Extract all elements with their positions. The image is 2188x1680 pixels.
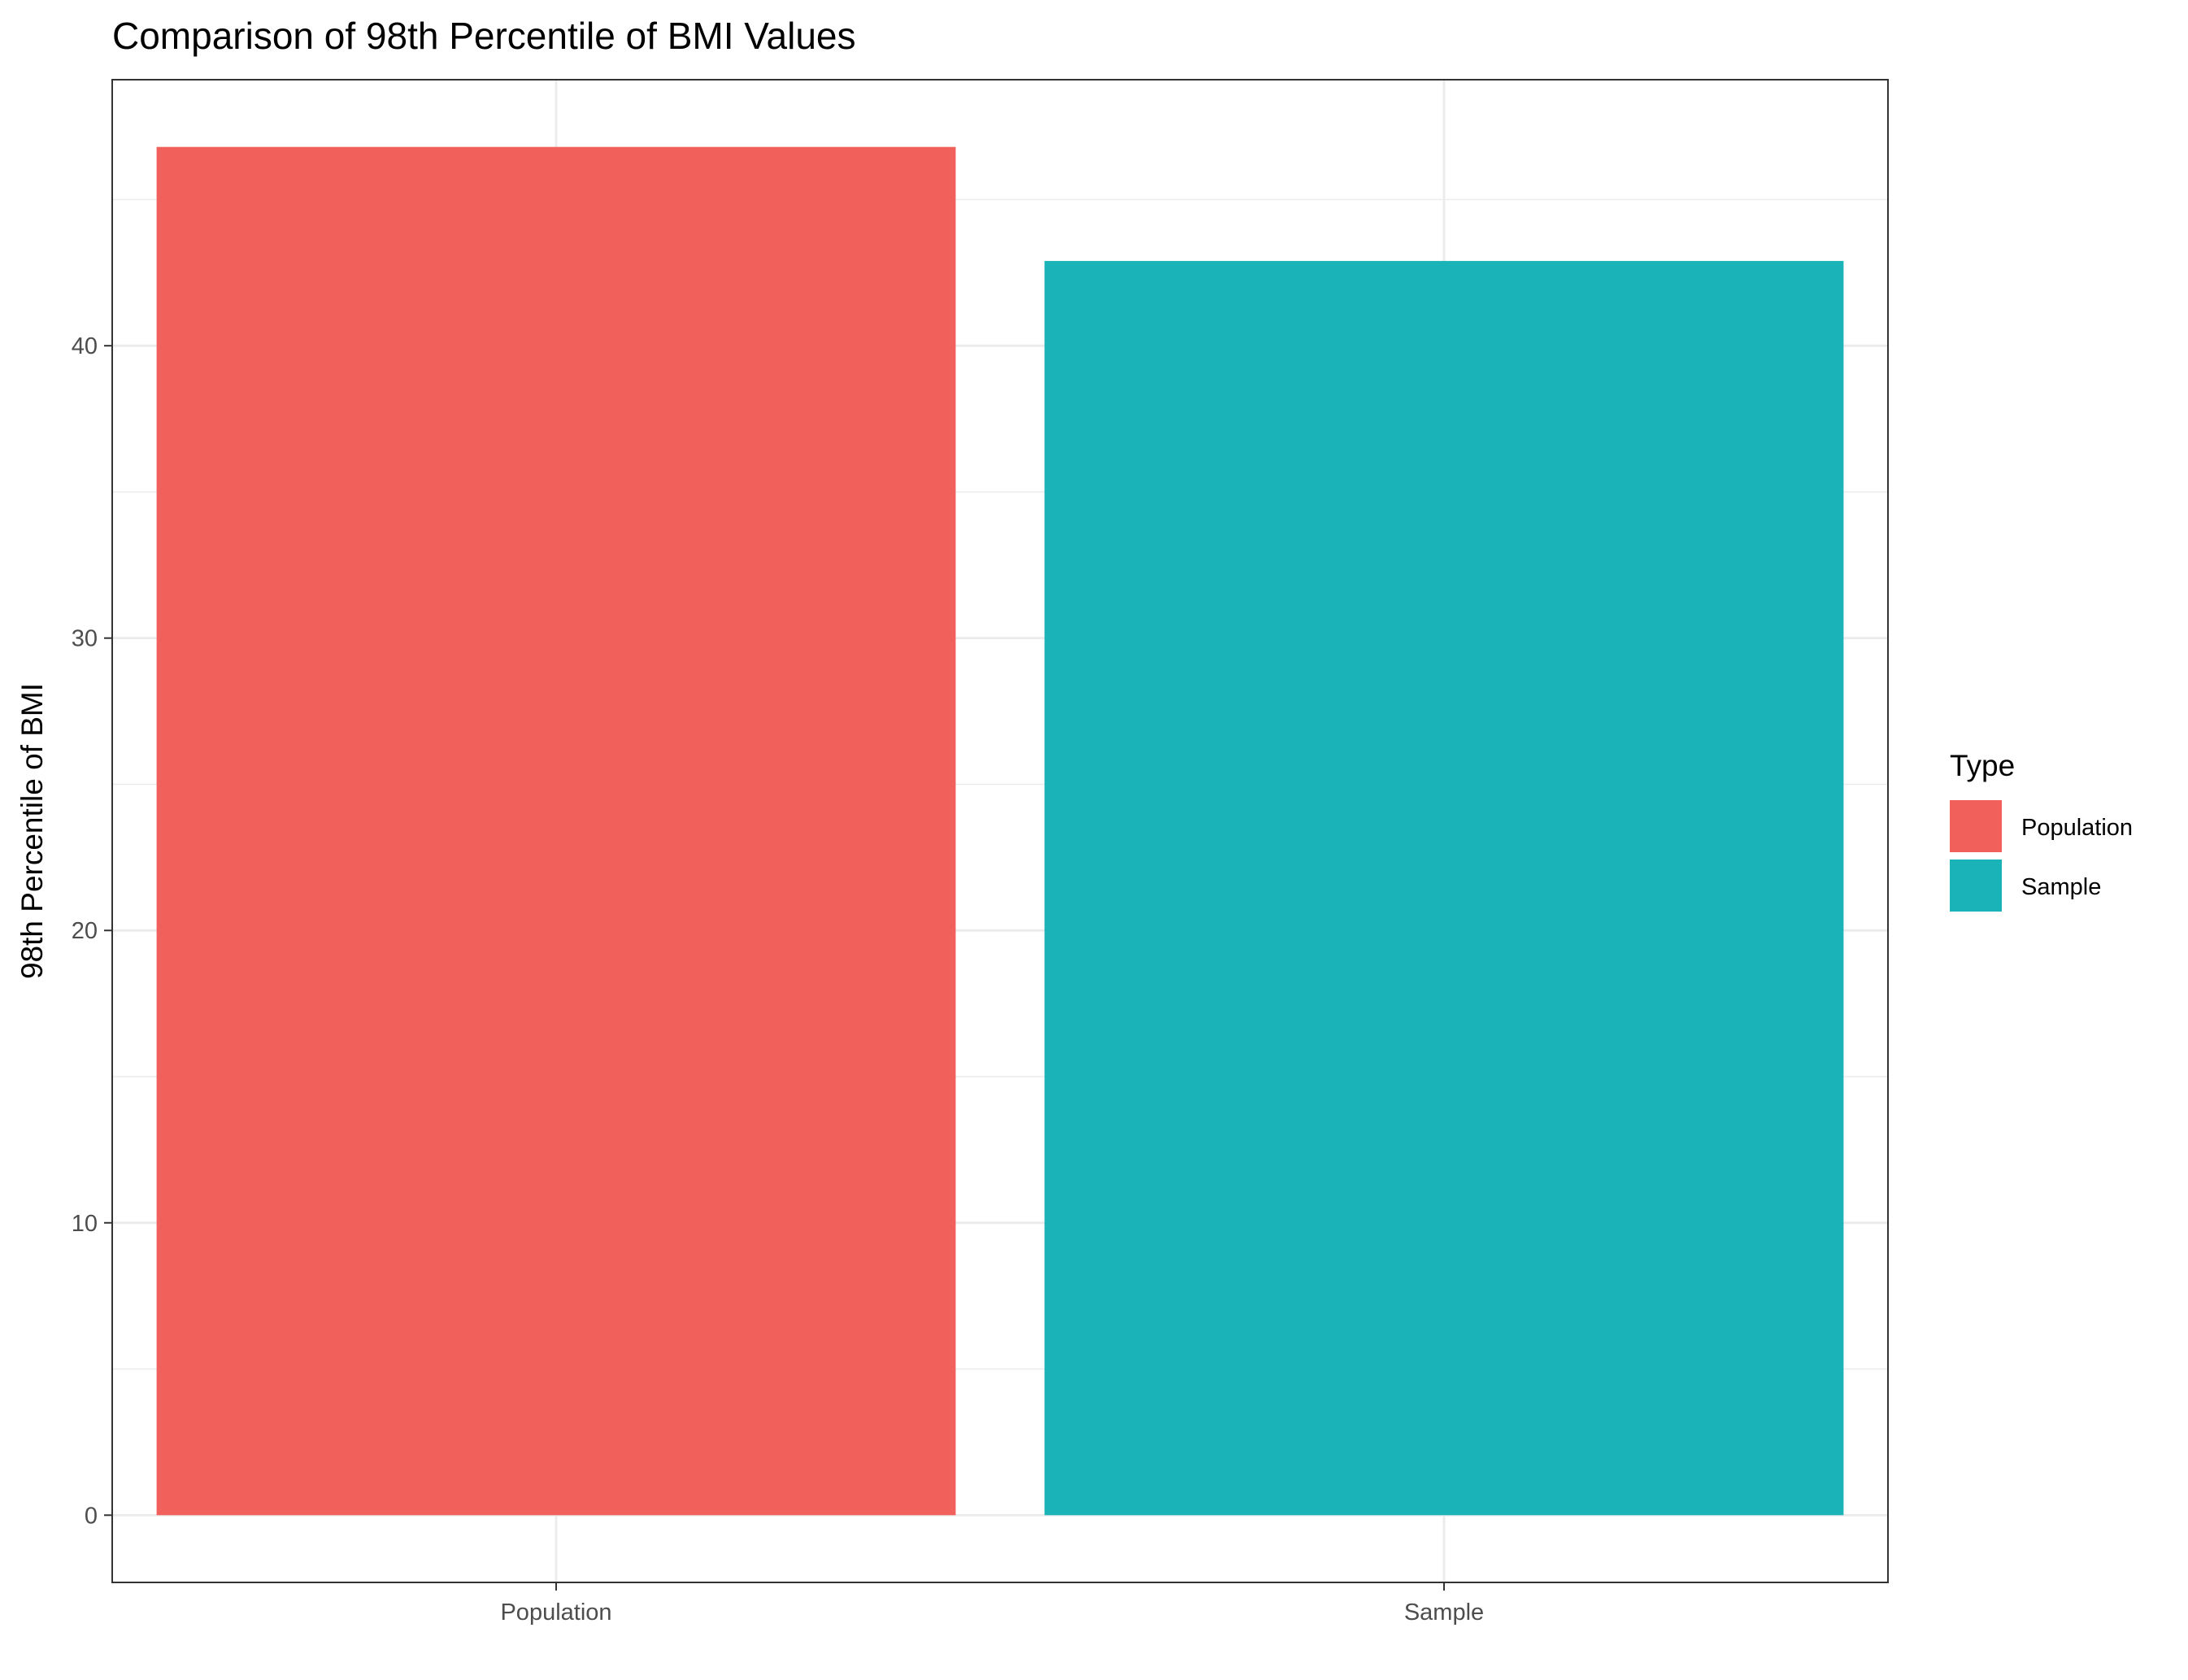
- legend-title: Type: [1950, 749, 2015, 782]
- legend-label-population: Population: [2021, 815, 2133, 841]
- legend-key-population: [1950, 800, 2002, 852]
- y-tick-label: 30: [72, 626, 98, 652]
- x-tick-label: Population: [500, 1599, 611, 1626]
- legend: Type Population Sample: [1950, 749, 2133, 912]
- legend-key-sample: [1950, 860, 2002, 912]
- x-axis-ticks: Population Sample: [500, 1582, 1484, 1626]
- x-tick-label: Sample: [1404, 1599, 1484, 1626]
- y-tick-label: 10: [72, 1211, 98, 1237]
- chart-title: Comparison of 98th Percentile of BMI Val…: [112, 15, 856, 57]
- plot-panel-border: [111, 79, 1889, 1583]
- bar-population: [156, 146, 956, 1516]
- bars: [156, 146, 1844, 1516]
- y-tick-label: 20: [72, 918, 98, 944]
- y-tick-label: 40: [72, 333, 98, 359]
- legend-label-sample: Sample: [2021, 874, 2101, 900]
- y-tick-label: 0: [85, 1503, 98, 1529]
- y-axis-title: 98th Percentile of BMI: [15, 683, 49, 979]
- legend-entries: Population Sample: [1950, 800, 2133, 912]
- bar-sample: [1044, 260, 1844, 1516]
- y-axis-ticks: 0 10 20 30 40: [72, 333, 112, 1529]
